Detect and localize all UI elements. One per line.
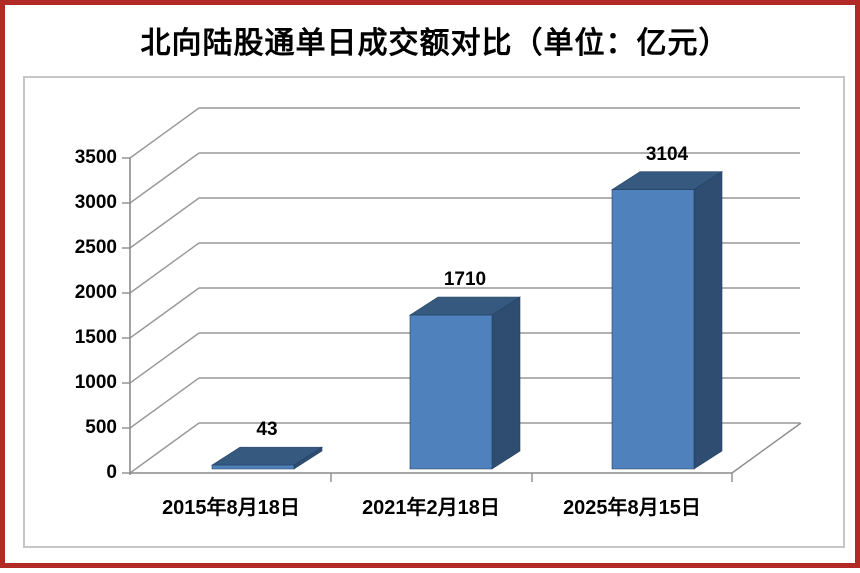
category-label: 2015年8月18日 <box>162 497 300 519</box>
value-label: 3104 <box>645 143 689 165</box>
chart-title: 北向陆股通单日成交额对比（单位：亿元） <box>140 27 730 60</box>
y-tick-label: 3500 <box>74 147 117 168</box>
y-tick-label: 3000 <box>74 192 117 213</box>
y-tick-label: 1000 <box>74 372 117 393</box>
category-label: 2025年8月15日 <box>563 497 701 519</box>
y-tick-label: 0 <box>106 462 117 483</box>
y-tick-label: 2000 <box>74 282 117 303</box>
value-label: 43 <box>256 419 278 441</box>
category-label: 2021年2月18日 <box>362 497 500 519</box>
value-label: 1710 <box>443 269 487 291</box>
y-tick-label: 500 <box>85 417 117 438</box>
y-tick-label: 2500 <box>74 237 117 258</box>
y-tick-label: 1500 <box>74 327 117 348</box>
